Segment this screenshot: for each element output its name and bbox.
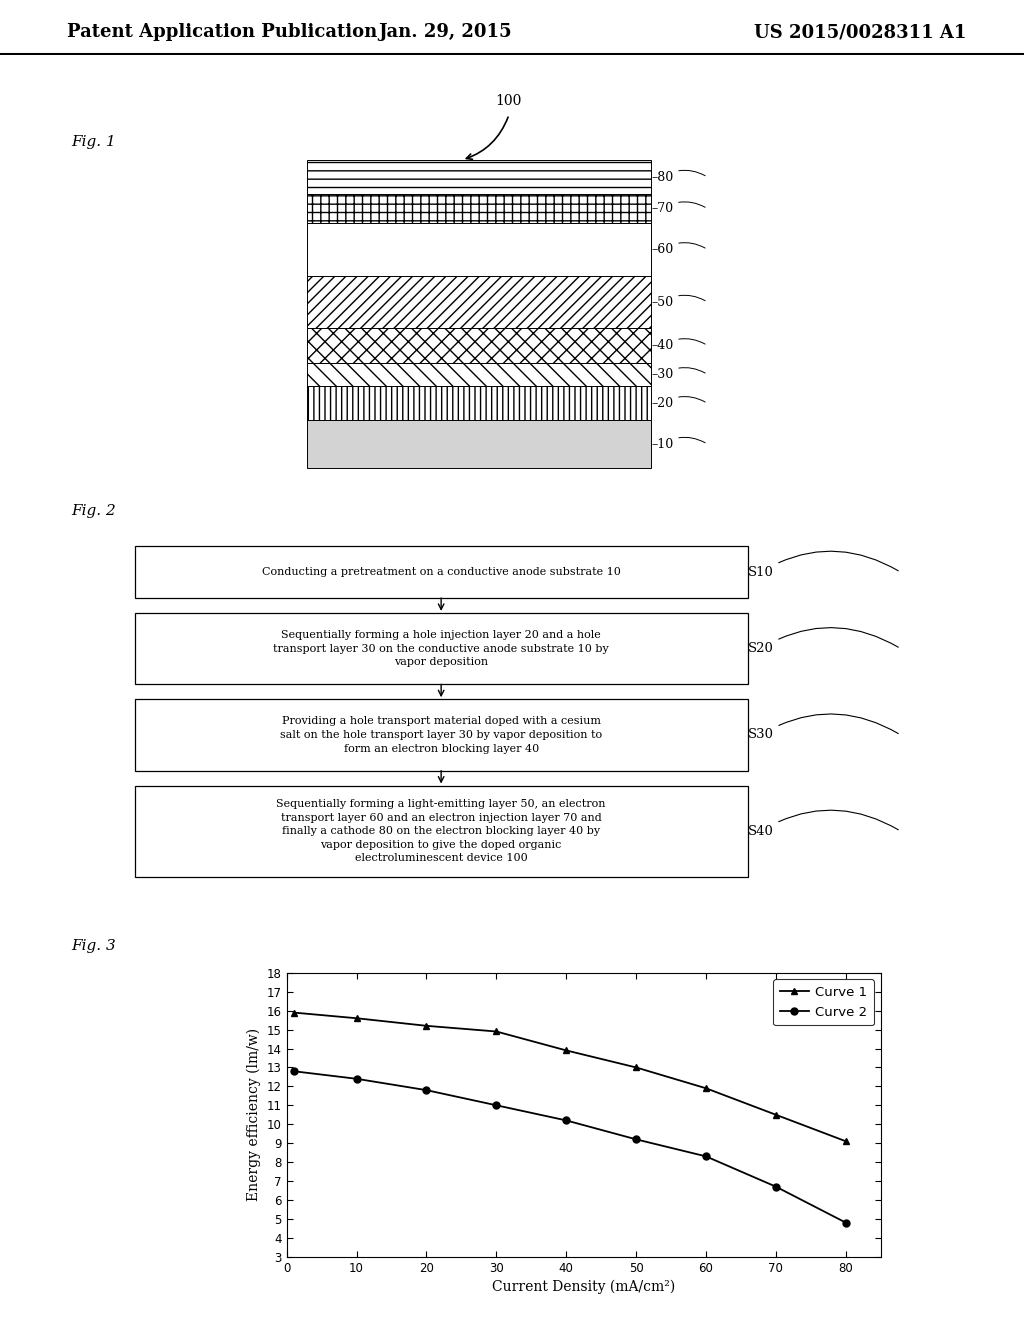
Curve 1	[699, 1080, 712, 1096]
Bar	[135, 785, 748, 876]
Text: Sequentially forming a hole injection layer 20 and a hole
transport layer 30 on : Sequentially forming a hole injection la…	[273, 630, 609, 667]
Curve 2	[770, 1179, 782, 1195]
Curve 2	[490, 1097, 503, 1113]
Bar	[307, 194, 651, 223]
Text: Fig. 2: Fig. 2	[72, 504, 117, 519]
Bar	[307, 160, 651, 194]
Curve 1	[288, 1005, 300, 1020]
Bar	[307, 421, 651, 467]
Curve 2	[840, 1214, 852, 1230]
Bar	[307, 387, 651, 421]
Curve 1	[350, 1010, 362, 1026]
Text: S40: S40	[748, 810, 898, 838]
Line: Curve 1: Curve 1	[290, 1008, 849, 1144]
Text: –60: –60	[651, 243, 706, 256]
Text: Providing a hole transport material doped with a cesium
salt on the hole transpo: Providing a hole transport material dope…	[281, 717, 602, 754]
Text: Patent Application Publication: Patent Application Publication	[67, 24, 377, 41]
Bar	[307, 276, 651, 329]
Text: 100: 100	[495, 94, 521, 107]
Text: –30: –30	[651, 367, 706, 381]
X-axis label: Current Density (mA/cm²): Current Density (mA/cm²)	[493, 1280, 675, 1295]
Curve 1	[630, 1060, 642, 1076]
Text: Sequentially forming a light-emitting layer 50, an electron
transport layer 60 a: Sequentially forming a light-emitting la…	[276, 799, 606, 863]
Curve 2	[630, 1131, 642, 1147]
Curve 2	[699, 1148, 712, 1164]
Text: –50: –50	[651, 296, 706, 309]
Curve 1	[420, 1018, 432, 1034]
Curve 2	[560, 1113, 572, 1129]
Text: –80: –80	[651, 170, 706, 183]
Text: Fig. 1: Fig. 1	[72, 135, 117, 149]
Text: US 2015/0028311 A1: US 2015/0028311 A1	[754, 24, 967, 41]
Text: Conducting a pretreatment on a conductive anode substrate 10: Conducting a pretreatment on a conductiv…	[262, 568, 621, 577]
Line: Curve 2: Curve 2	[290, 1068, 849, 1226]
Text: S20: S20	[748, 627, 898, 655]
Bar	[135, 612, 748, 684]
Bar	[135, 700, 748, 771]
Text: –40: –40	[651, 339, 706, 352]
Bar	[307, 223, 651, 276]
Text: Jan. 29, 2015: Jan. 29, 2015	[379, 24, 512, 41]
Curve 2	[420, 1082, 432, 1098]
Curve 2	[288, 1064, 300, 1080]
Text: –10: –10	[651, 437, 706, 450]
Curve 2	[350, 1071, 362, 1086]
Bar	[135, 546, 748, 598]
Bar	[307, 329, 651, 363]
Legend: Curve 1, Curve 2: Curve 1, Curve 2	[773, 979, 874, 1026]
Curve 1	[490, 1023, 503, 1039]
Text: –70: –70	[651, 202, 706, 215]
Curve 1	[840, 1134, 852, 1150]
Curve 1	[770, 1106, 782, 1122]
Text: Fig. 3: Fig. 3	[72, 940, 117, 953]
Text: S30: S30	[748, 714, 898, 742]
Curve 1	[560, 1043, 572, 1059]
Y-axis label: Energy efficiency (lm/w): Energy efficiency (lm/w)	[247, 1028, 261, 1201]
Bar	[307, 363, 651, 387]
Text: S10: S10	[748, 552, 898, 578]
Text: –20: –20	[651, 396, 706, 409]
